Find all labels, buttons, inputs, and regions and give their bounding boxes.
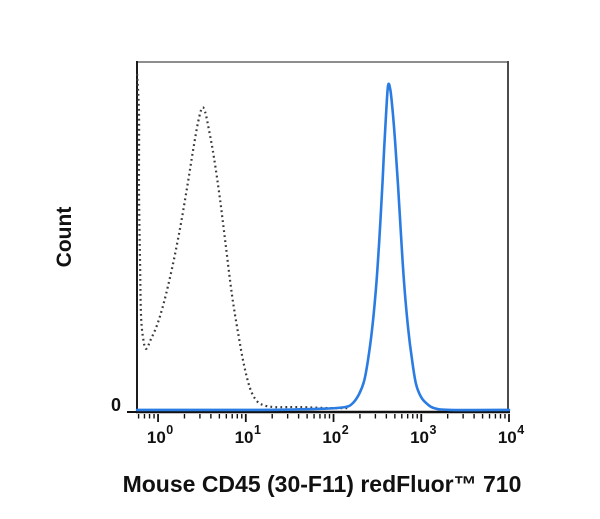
x-tick-label: 103	[410, 423, 436, 447]
control-histogram-curve-dotted	[135, 73, 351, 410]
x-axis-title: Mouse CD45 (30-F11) redFluor™ 710	[123, 471, 522, 497]
y-axis-title: Count	[53, 207, 76, 268]
x-tick-label: 101	[235, 423, 261, 447]
x-tick-label: 100	[147, 423, 173, 447]
y-axis-tick-label-zero: 0	[111, 395, 121, 415]
plot-area	[127, 61, 511, 422]
x-tick-label: 102	[322, 423, 348, 447]
x-axis-tick-labels: 100 101 102 103 104	[147, 423, 524, 447]
stained-histogram-curve-blue	[135, 82, 511, 412]
x-tick-label: 104	[498, 423, 524, 447]
